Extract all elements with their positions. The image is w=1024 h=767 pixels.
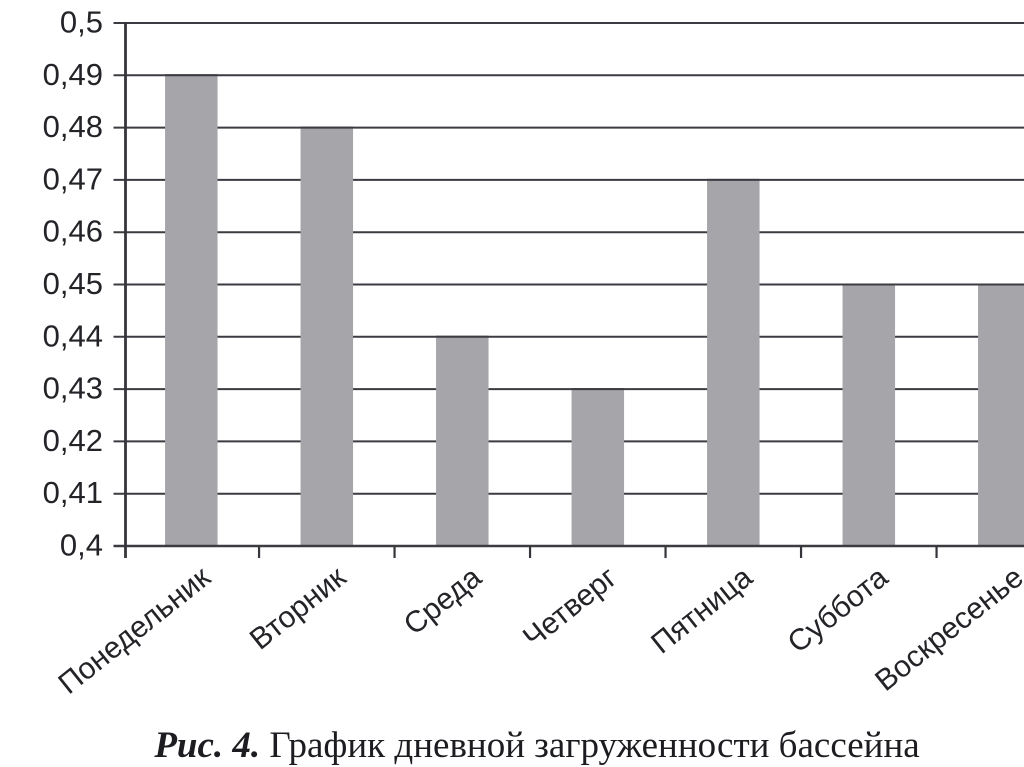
y-tick-label: 0,49 bbox=[43, 57, 103, 92]
bar bbox=[436, 336, 489, 546]
x-category-label: Четверг bbox=[517, 561, 623, 655]
x-category-label: Суббота bbox=[782, 560, 895, 659]
x-category-label: Вторник bbox=[244, 560, 353, 656]
y-tick-label: 0,42 bbox=[43, 423, 103, 458]
bar bbox=[300, 127, 354, 546]
y-tick-label: 0,5 bbox=[60, 5, 103, 40]
y-tick-label: 0,4 bbox=[60, 528, 103, 563]
bar bbox=[842, 284, 896, 546]
caption-text: График дневной загруженности бассейна bbox=[269, 725, 920, 766]
bar bbox=[707, 179, 760, 546]
bar bbox=[165, 75, 218, 547]
figure-caption: Рис. 4. График дневной загруженности бас… bbox=[154, 727, 919, 764]
bar bbox=[571, 389, 625, 546]
x-category-label: Воскресенье bbox=[869, 561, 1024, 698]
y-tick-label: 0,48 bbox=[43, 109, 103, 144]
y-tick-label: 0,43 bbox=[43, 371, 103, 406]
y-tick-label: 0,45 bbox=[43, 266, 103, 301]
y-tick-label: 0,44 bbox=[43, 318, 103, 353]
x-category-label: Пятница bbox=[645, 560, 759, 660]
y-tick-label: 0,46 bbox=[43, 214, 103, 249]
bar bbox=[978, 284, 1024, 546]
bar-chart: 0,4 0,41 0,42 0,43 0,44 0,45 0,46 0,47 0,48 0,49 0… bbox=[43, 5, 1024, 701]
x-category-label: Понедельник bbox=[52, 560, 217, 701]
y-tick-label: 0,41 bbox=[43, 475, 103, 510]
caption-figure-number: Рис. 4. bbox=[154, 725, 261, 766]
x-category-label: Среда bbox=[398, 560, 488, 641]
y-tick-label: 0,47 bbox=[43, 161, 103, 196]
